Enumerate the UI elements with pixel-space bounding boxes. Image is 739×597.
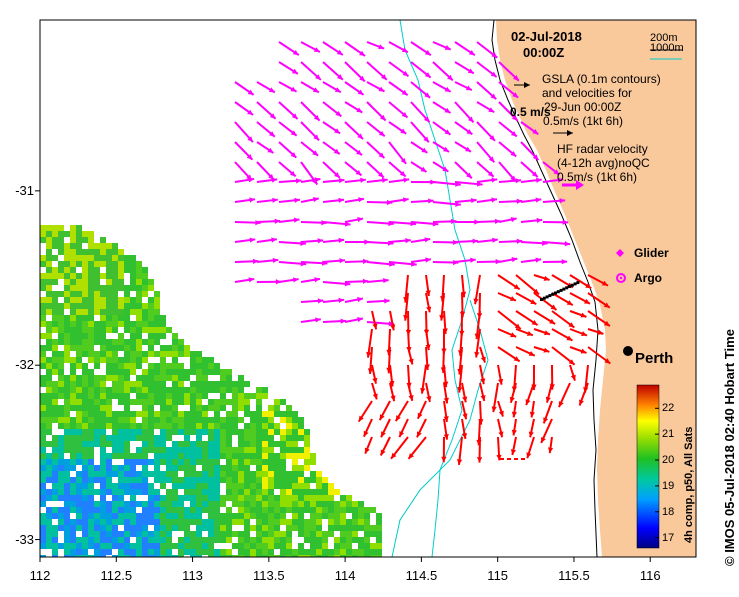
glider-track-point: [562, 288, 565, 291]
colorbar-tick-label: 17: [662, 532, 674, 544]
argo-label: Argo: [634, 271, 662, 285]
hf-legend-line1: HF radar velocity: [557, 142, 648, 156]
x-tick-label: 116: [640, 568, 661, 583]
x-tick-label: 113.5: [253, 568, 285, 583]
colorbar-gradient: [637, 385, 659, 548]
x-tick-label: 112.5: [100, 568, 132, 583]
glider-track-point: [568, 285, 571, 288]
x-tick-label: 114.5: [406, 568, 438, 583]
y-ticks: [35, 191, 40, 540]
perth-marker: [623, 346, 633, 356]
x-tick-label: 112: [30, 568, 51, 583]
map-date: 02-Jul-2018: [511, 29, 582, 44]
hf-legend-line2: (4-12h avg)noQC: [557, 156, 650, 170]
legend-1000m-label: 1000m: [650, 42, 684, 54]
colorbar-title: 4h comp, p50, All Sats: [683, 427, 695, 543]
x-tick-label: 114: [335, 568, 356, 583]
glider-track-point: [548, 294, 551, 297]
y-tick-label: -33: [4, 532, 34, 547]
x-ticks: [40, 557, 650, 562]
gsla-legend-line2: and velocities for: [542, 86, 632, 100]
gsla-scale-label: 0.5m/s (1kt 6h): [543, 114, 623, 128]
colorbar-tick-label: 22: [662, 402, 674, 414]
glider-track-point: [540, 298, 543, 301]
glider-label: Glider: [634, 246, 669, 260]
glider-track-point: [557, 290, 560, 293]
glider-track-point: [560, 289, 563, 292]
glider-track-point: [543, 297, 546, 300]
glider-track-point: [571, 284, 574, 287]
glider-track-point: [546, 295, 549, 298]
y-tick-label: -31: [4, 183, 34, 198]
colorbar-tick-label: 18: [662, 506, 674, 518]
x-tick-label: 113: [182, 568, 203, 583]
glider-track-point: [551, 293, 554, 296]
gsla-legend-line1: GSLA (0.1m contours): [542, 72, 661, 86]
glider-track-point: [554, 292, 557, 295]
colorbar-tick-label: 20: [662, 454, 674, 466]
y-tick-label: -32: [4, 357, 34, 372]
colorbar-tick-label: 19: [662, 480, 674, 492]
glider-track-point: [574, 282, 577, 285]
glider-track-point: [565, 286, 568, 289]
x-tick-label: 115: [487, 568, 508, 583]
colorbar-tick-label: 21: [662, 428, 674, 440]
perth-label: Perth: [635, 350, 673, 367]
map-time: 00:00Z: [523, 45, 564, 60]
x-tick-label: 115.5: [558, 568, 590, 583]
gsla-legend-line3: 29-Jun 00:00Z: [544, 100, 621, 114]
imos-watermark: © IMOS 05-Jul-2018 02:40 Hobart Time: [722, 329, 737, 566]
glider-track-point: [576, 281, 579, 284]
hf-scale-label: 0.5m/s (1kt 6h): [557, 170, 637, 184]
